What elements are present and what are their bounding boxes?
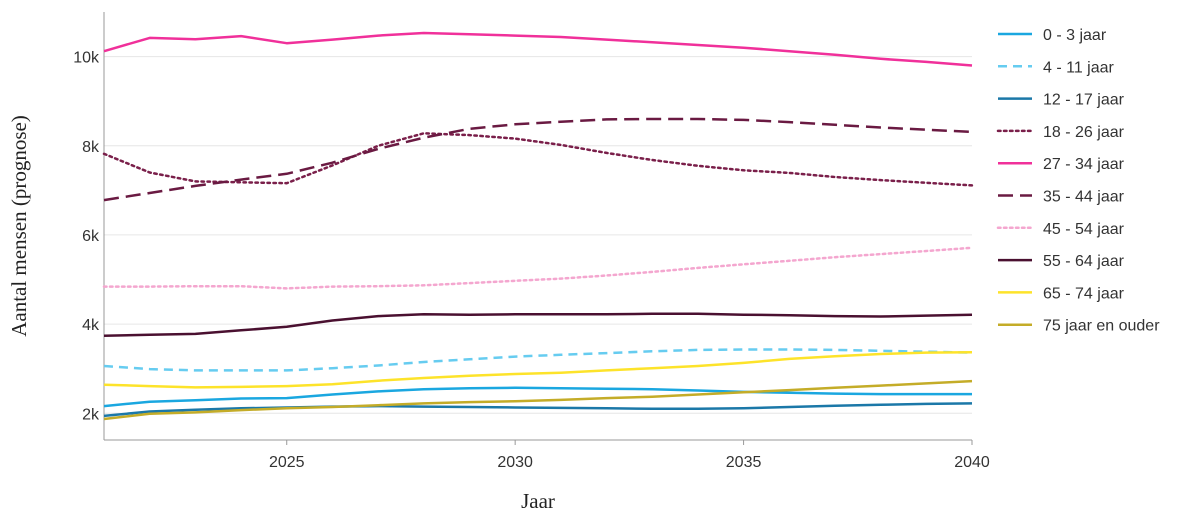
legend: 0 - 3 jaar 4 - 11 jaar 12 - 17 jaar 18 - 26… xyxy=(996,27,1160,335)
series-line xyxy=(103,312,973,337)
y-tick-label: 2k xyxy=(82,406,100,423)
x-tick-label: 2025 xyxy=(269,454,305,471)
grid-lines xyxy=(104,56,972,414)
legend-label: 12 - 17 jaar xyxy=(1043,92,1125,109)
legend-label: 45 - 54 jaar xyxy=(1043,221,1125,238)
x-tick-label: 2035 xyxy=(726,454,762,471)
x-tick-label: 2040 xyxy=(954,454,990,471)
y-tick-label: 8k xyxy=(82,139,100,156)
legend-label: 18 - 26 jaar xyxy=(1043,124,1125,141)
legend-label: 55 - 64 jaar xyxy=(1043,253,1125,270)
series-line xyxy=(103,386,972,408)
series-line xyxy=(103,117,973,202)
legend-label: 27 - 34 jaar xyxy=(1043,156,1125,173)
series-line xyxy=(102,132,974,187)
series-line xyxy=(103,348,973,372)
y-tick-label: 6k xyxy=(82,228,100,245)
x-axis-title: Jaar xyxy=(521,489,555,513)
y-axis-title: Aantal mensen (prognose) xyxy=(7,115,31,337)
series-line xyxy=(103,350,973,389)
legend-label: 4 - 11 jaar xyxy=(1043,59,1115,76)
legend-label: 65 - 74 jaar xyxy=(1043,285,1125,302)
legend-label: 35 - 44 jaar xyxy=(1043,189,1125,206)
x-tick-label: 2030 xyxy=(497,454,533,471)
series-line xyxy=(103,31,973,67)
series-line xyxy=(102,246,974,290)
plot-area xyxy=(102,31,974,421)
y-tick-label: 10k xyxy=(73,50,100,67)
axes: 2k 4k 6k 8k 10k 2025 2030 2035 2040 xyxy=(73,12,990,471)
series-line xyxy=(103,402,973,418)
series-line xyxy=(103,379,973,421)
legend-label: 75 jaar en ouder xyxy=(1043,318,1160,335)
y-tick-label: 4k xyxy=(82,317,100,334)
legend-label: 0 - 3 jaar xyxy=(1043,27,1107,44)
